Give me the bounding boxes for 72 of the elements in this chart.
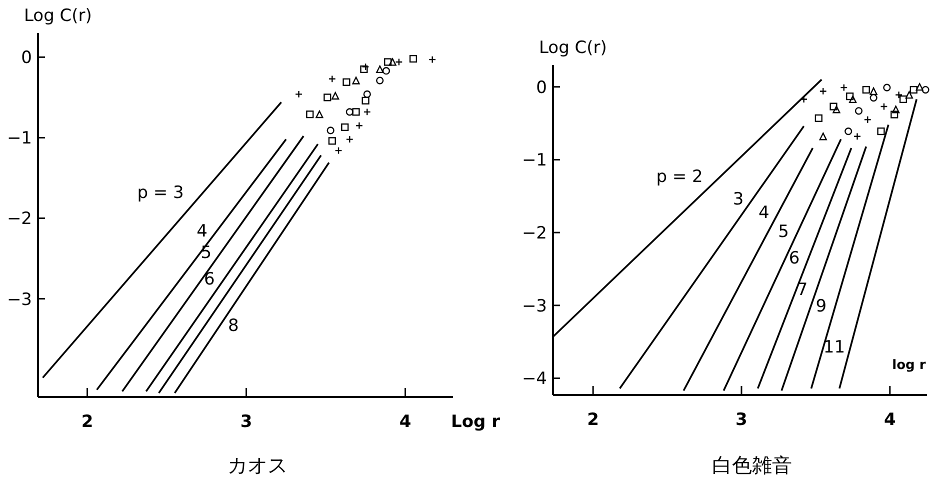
- point: [352, 108, 360, 116]
- x-tick-label: 3: [240, 412, 252, 432]
- point: [306, 110, 314, 118]
- point: [844, 127, 852, 136]
- point: [316, 110, 324, 118]
- point: [862, 86, 870, 94]
- point: [352, 76, 360, 84]
- point: [341, 123, 349, 132]
- series-label: 3: [732, 189, 744, 210]
- point: [848, 95, 857, 104]
- series-label: 4: [758, 203, 770, 224]
- point: [814, 114, 822, 122]
- series-label: 4: [196, 222, 208, 242]
- point: [846, 92, 854, 100]
- y-tick-label: −2: [6, 209, 32, 230]
- point: [830, 102, 838, 110]
- x-tick-label: 2: [81, 412, 94, 432]
- point: [376, 76, 384, 84]
- point: [362, 96, 370, 104]
- series-label: 6: [204, 270, 215, 290]
- y-tick-label: −1: [6, 128, 32, 149]
- point: [905, 91, 913, 99]
- y-axis-title: Log C(r): [24, 6, 92, 26]
- series-label: 8: [228, 316, 239, 336]
- series-label: 11: [823, 338, 846, 358]
- point: [883, 84, 891, 92]
- series-label: 6: [788, 248, 800, 268]
- point: [916, 83, 924, 91]
- point: [363, 90, 371, 98]
- point: [409, 54, 418, 63]
- point: [922, 86, 930, 94]
- point: [342, 78, 350, 86]
- point: [328, 137, 336, 145]
- x-tick-label: 4: [884, 410, 896, 430]
- point: [832, 106, 840, 114]
- x-axis-title: Log r: [451, 412, 501, 432]
- text: 白色雑音: [712, 453, 792, 477]
- y-tick-label: −3: [522, 296, 547, 316]
- point: [332, 92, 340, 100]
- series-label: p = 2: [656, 166, 703, 187]
- point: [324, 94, 332, 102]
- text: カオス: [228, 453, 288, 477]
- point: [870, 87, 878, 96]
- point: [384, 58, 392, 66]
- series-label: 7: [796, 280, 808, 300]
- series-label: 5: [778, 222, 789, 242]
- x-axis-title: log r: [892, 358, 926, 373]
- y-tick-label: −1: [522, 150, 547, 171]
- point: [376, 65, 384, 74]
- x-tick-label: 4: [399, 412, 412, 432]
- point: [854, 107, 863, 115]
- point: [899, 95, 908, 104]
- series-label: 9: [816, 296, 827, 316]
- y-axis-title: Log C(r): [539, 38, 607, 58]
- y-tick-label: −2: [522, 224, 547, 244]
- x-tick-label: 3: [736, 410, 748, 430]
- point: [326, 126, 334, 134]
- point: [890, 110, 898, 118]
- y-tick-label: −4: [522, 369, 547, 390]
- y-tick-label: −3: [6, 290, 32, 310]
- y-tick-label: 0: [21, 48, 32, 68]
- point: [346, 108, 354, 116]
- point: [819, 132, 827, 140]
- point: [388, 58, 396, 66]
- y-tick-label: 0: [536, 78, 547, 98]
- series-label: p = 3: [137, 182, 184, 203]
- point: [382, 67, 390, 75]
- x-tick-label: 2: [587, 410, 599, 430]
- point: [892, 106, 900, 114]
- point: [910, 86, 918, 94]
- point: [360, 65, 368, 74]
- point: [877, 127, 885, 136]
